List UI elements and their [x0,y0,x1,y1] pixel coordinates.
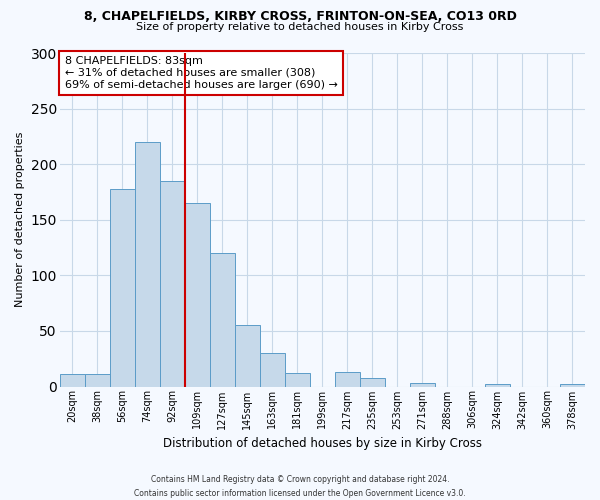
Text: Size of property relative to detached houses in Kirby Cross: Size of property relative to detached ho… [136,22,464,32]
Bar [110,188,135,386]
Bar [135,142,160,386]
Text: Contains HM Land Registry data © Crown copyright and database right 2024.
Contai: Contains HM Land Registry data © Crown c… [134,476,466,498]
Bar [560,384,585,386]
Bar [285,373,310,386]
Bar [185,203,210,386]
Bar [335,372,360,386]
Bar [260,353,285,386]
Bar [235,326,260,386]
X-axis label: Distribution of detached houses by size in Kirby Cross: Distribution of detached houses by size … [163,437,482,450]
Bar [210,253,235,386]
Bar [60,374,85,386]
Bar [410,383,435,386]
Bar [160,181,185,386]
Y-axis label: Number of detached properties: Number of detached properties [15,132,25,308]
Bar [485,384,510,386]
Bar [85,374,110,386]
Bar [360,378,385,386]
Text: 8, CHAPELFIELDS, KIRBY CROSS, FRINTON-ON-SEA, CO13 0RD: 8, CHAPELFIELDS, KIRBY CROSS, FRINTON-ON… [83,10,517,23]
Text: 8 CHAPELFIELDS: 83sqm
← 31% of detached houses are smaller (308)
69% of semi-det: 8 CHAPELFIELDS: 83sqm ← 31% of detached … [65,56,338,90]
